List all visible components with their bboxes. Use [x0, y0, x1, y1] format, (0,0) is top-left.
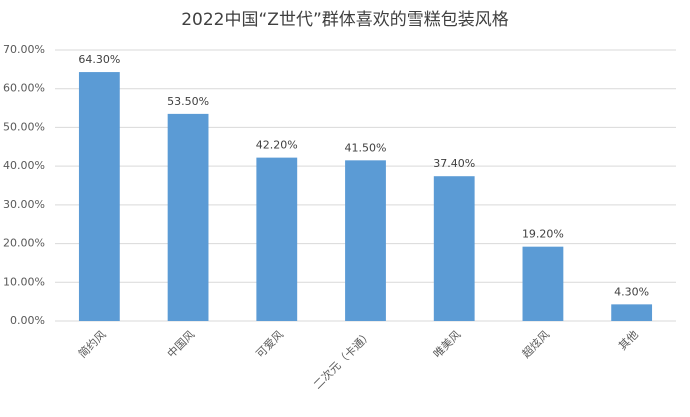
- y-tick-label: 60.00%: [3, 82, 45, 95]
- bar: [433, 176, 475, 321]
- x-tick-label: 唯美风: [431, 328, 464, 361]
- chart-title: 2022中国“Z世代”群体喜欢的雪糕包装风格: [181, 10, 509, 30]
- bar: [522, 246, 564, 321]
- value-label: 64.30%: [78, 53, 120, 66]
- bar: [345, 160, 386, 321]
- value-label: 37.40%: [433, 157, 475, 170]
- x-tick-label: 简约风: [75, 327, 108, 360]
- x-tick-label: 超炫风: [519, 327, 552, 360]
- bar: [78, 72, 120, 322]
- y-tick-label: 10.00%: [3, 275, 45, 288]
- x-tick-label: 中国风: [165, 328, 198, 361]
- value-label: 19.20%: [522, 228, 564, 241]
- y-tick-label: 20.00%: [3, 237, 45, 250]
- y-tick-label: 40.00%: [3, 159, 45, 172]
- value-label: 53.50%: [167, 95, 209, 108]
- x-tick-label: 二次元（卡通）: [310, 327, 374, 391]
- bar: [167, 113, 209, 321]
- x-tick-label: 其他: [616, 328, 641, 353]
- value-label: 41.50%: [345, 141, 387, 154]
- y-tick-label: 30.00%: [3, 198, 45, 211]
- bar: [611, 304, 653, 321]
- value-label: 42.20%: [256, 139, 298, 152]
- x-tick-label: 可爱风: [254, 328, 287, 361]
- y-tick-label: 50.00%: [3, 120, 45, 133]
- value-label: 4.30%: [614, 285, 649, 298]
- y-tick-label: 70.00%: [3, 43, 45, 56]
- bar: [256, 157, 298, 321]
- y-tick-label: 0.00%: [10, 314, 45, 327]
